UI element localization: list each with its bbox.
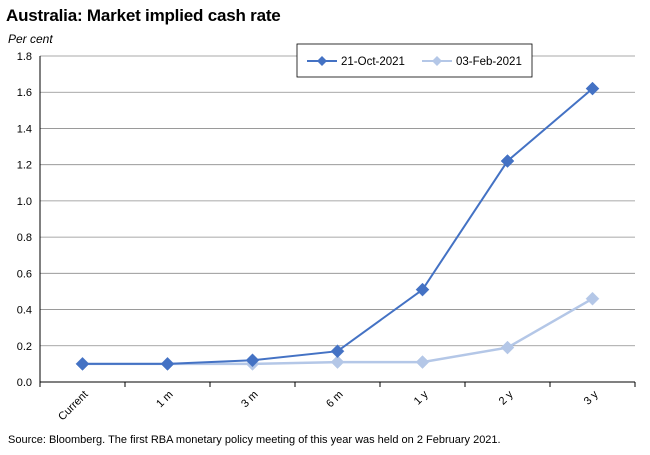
legend-item: 03-Feb-2021 bbox=[422, 56, 522, 68]
legend-label: 21-Oct-2021 bbox=[341, 56, 405, 68]
y-tick-label: 1.0 bbox=[17, 196, 32, 208]
data-point-marker bbox=[160, 357, 175, 371]
y-axis-unit-label: Per cent bbox=[8, 32, 53, 46]
x-tick-label: 6 m bbox=[324, 389, 345, 410]
x-tick-label: 1 y bbox=[412, 388, 431, 407]
legend-item: 21-Oct-2021 bbox=[307, 56, 405, 68]
data-point-marker bbox=[245, 353, 260, 368]
x-tick-label: Current bbox=[56, 389, 90, 423]
y-tick-label: 0.4 bbox=[17, 305, 32, 317]
grid-lines bbox=[40, 55, 635, 347]
chart-title: Australia: Market implied cash rate bbox=[6, 6, 281, 25]
data-point-marker bbox=[585, 291, 600, 306]
series-21-Oct-2021 bbox=[75, 81, 600, 371]
data-point-marker bbox=[415, 355, 430, 369]
x-tick-label: 2 y bbox=[497, 388, 516, 407]
x-tick-label: 3 y bbox=[582, 388, 601, 407]
data-point-marker bbox=[415, 282, 430, 297]
series-line bbox=[82, 87, 594, 365]
source-note: Source: Bloomberg. The first RBA monetar… bbox=[8, 434, 501, 446]
data-point-marker bbox=[330, 344, 345, 359]
legend: 21-Oct-2021 03-Feb-2021 bbox=[296, 43, 533, 78]
data-point-marker bbox=[330, 355, 345, 369]
y-tick-label: 0.0 bbox=[17, 377, 32, 389]
series-layer bbox=[75, 81, 600, 371]
y-tick-label: 1.6 bbox=[17, 87, 32, 99]
y-tick-label: 1.4 bbox=[17, 123, 32, 135]
y-tick-label: 1.8 bbox=[17, 51, 32, 63]
y-tick-label: 0.2 bbox=[17, 341, 32, 353]
series-03-Feb-2021 bbox=[75, 291, 600, 371]
data-point-marker bbox=[500, 154, 515, 168]
data-point-marker bbox=[500, 340, 515, 355]
x-tick-label: 1 m bbox=[154, 389, 175, 410]
data-point-marker bbox=[585, 81, 600, 96]
legend-label: 03-Feb-2021 bbox=[456, 56, 522, 68]
y-tick-label: 0.6 bbox=[17, 268, 32, 280]
legend-marker bbox=[317, 56, 327, 66]
x-tick-label: 3 m bbox=[239, 389, 260, 410]
legend-marker bbox=[432, 56, 442, 66]
data-point-marker bbox=[75, 357, 90, 371]
y-tick-label: 1.2 bbox=[17, 160, 32, 172]
y-tick-label: 0.8 bbox=[17, 232, 32, 244]
